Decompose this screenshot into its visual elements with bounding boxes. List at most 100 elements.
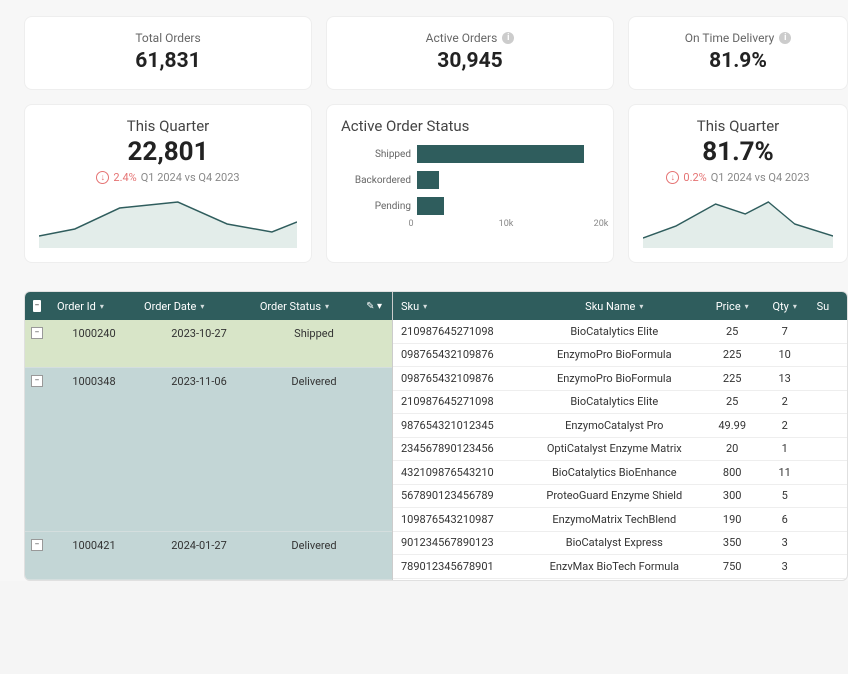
header-price[interactable]: Price▾ [704, 300, 761, 313]
down-arrow-icon: ↓ [666, 171, 679, 184]
sparkline-chart [643, 194, 833, 248]
sku-row[interactable]: 098765432109876 EnzymoPro BioFormula 225… [393, 344, 847, 368]
sku-name-cell: EnzymoCatalyst Pro [525, 419, 704, 432]
sku-row[interactable]: 098765432109876 EnzymoPro BioFormula 225… [393, 367, 847, 391]
bar-fill [417, 145, 584, 163]
sku-name-cell: EnzvMax BioTech Formula [525, 560, 704, 573]
sku-name-cell: EnzymoMatrix TechBlend [525, 513, 704, 526]
sku-row[interactable]: 789012345678901 EnzvMax BioTech Formula … [393, 555, 847, 579]
sku-cell: 789012345678901 [393, 560, 525, 573]
active-order-status-card: Active Order Status Shipped Backordered … [326, 104, 614, 263]
header-order-status[interactable]: Order Status▾ [252, 300, 358, 313]
bar-fill [417, 197, 444, 215]
kpi-label-text: Total Orders [135, 31, 200, 45]
qty-cell: 7 [761, 325, 809, 338]
bar-axis: 010k20k [411, 219, 599, 231]
header-order-date[interactable]: Order Date▾ [136, 300, 252, 313]
axis-tick: 10k [499, 219, 514, 229]
order-id-cell: 1000240 [49, 320, 139, 347]
qty-cell: 2 [761, 419, 809, 432]
order-id-cell: 1000421 [49, 532, 139, 559]
qty-cell: 5 [761, 489, 809, 502]
down-arrow-icon: ↓ [96, 171, 109, 184]
sku-row[interactable]: 901234567890123 BioCatalyst Express 350 … [393, 532, 847, 556]
header-sku-name[interactable]: Sku Name▾ [525, 300, 704, 313]
sku-row[interactable]: 109876543210987 EnzymoMatrix TechBlend 1… [393, 508, 847, 532]
price-cell: 20 [704, 442, 761, 455]
header-order-id[interactable]: Order Id▾ [49, 300, 136, 313]
sku-cell: 210987645271098 [393, 325, 525, 338]
sku-name-cell: BioCatalyst Express [525, 536, 704, 549]
order-id-cell: 1000348 [49, 368, 139, 395]
expand-toggle[interactable]: − [25, 368, 49, 387]
header-checkbox[interactable]: − [25, 300, 49, 312]
quarter-card-right: This Quarter 81.7% ↓ 0.2% Q1 2024 vs Q4 … [628, 104, 848, 263]
order-date-cell: 2023-10-27 [139, 320, 259, 347]
chart-title: This Quarter [643, 117, 833, 135]
sku-row[interactable]: 432109876543210 BioCatalytics BioEnhance… [393, 461, 847, 485]
header-qty[interactable]: Qty▾ [761, 300, 809, 313]
header-edit-icon[interactable]: ✎ ▾ [358, 301, 392, 312]
orders-table: − Order Id▾ Order Date▾ Order Status▾ ✎ … [24, 291, 848, 581]
order-status-cell: Delivered [259, 368, 369, 395]
bar-track [417, 197, 599, 215]
price-cell: 350 [704, 536, 761, 549]
sku-row[interactable]: 210987645271098 BioCatalytics Elite 25 7 [393, 320, 847, 344]
sku-row[interactable]: 234567890123456 OptiCatalyst Enzyme Matr… [393, 438, 847, 462]
sku-row[interactable]: 567890123456789 ProteoGuard Enzyme Shiel… [393, 485, 847, 509]
info-icon[interactable]: i [502, 32, 514, 44]
chart-subtext: ↓ 0.2% Q1 2024 vs Q4 2023 [643, 171, 833, 184]
sku-cell: 234567890123456 [393, 442, 525, 455]
sku-row[interactable]: 987654321012345 EnzymoCatalyst Pro 49.99… [393, 414, 847, 438]
axis-tick: 0 [408, 219, 413, 229]
sku-row[interactable]: 210987645271098 BioCatalytics Elite 25 2 [393, 391, 847, 415]
kpi-value: 61,831 [35, 49, 301, 73]
orders-detail-table: Sku▾ Sku Name▾ Price▾ Qty▾ Su 2109876452… [393, 292, 847, 580]
sku-cell: 567890123456789 [393, 489, 525, 502]
kpi-card-active-orders: Active Orders i 30,945 [326, 16, 614, 90]
sku-name-cell: EnzymoPro BioFormula [525, 372, 704, 385]
bar-label: Backordered [347, 175, 411, 186]
axis-tick: 20k [594, 219, 609, 229]
info-icon[interactable]: i [779, 32, 791, 44]
header-su[interactable]: Su [809, 300, 847, 313]
table-header: Sku▾ Sku Name▾ Price▾ Qty▾ Su [393, 292, 847, 320]
bar-row: Shipped [347, 145, 599, 163]
kpi-value: 81.9% [639, 49, 837, 73]
bar-label: Pending [347, 201, 411, 212]
qty-cell: 11 [761, 466, 809, 479]
bar-fill [417, 171, 439, 189]
bar-chart: Shipped Backordered Pending [341, 145, 599, 215]
kpi-label: Active Orders i [337, 31, 603, 45]
charts-row: This Quarter 22,801 ↓ 2.4% Q1 2024 vs Q4… [24, 104, 848, 263]
bar-row: Pending [347, 197, 599, 215]
price-cell: 49.99 [704, 419, 761, 432]
order-row[interactable]: − 1000421 2024-01-27 Delivered [25, 532, 392, 580]
order-row[interactable]: − 1000240 2023-10-27 Shipped [25, 320, 392, 368]
comparison-text: Q1 2024 vs Q4 2023 [711, 171, 810, 184]
qty-cell: 6 [761, 513, 809, 526]
order-row[interactable]: − 1000348 2023-11-06 Delivered [25, 368, 392, 532]
kpi-label-text: Active Orders [426, 31, 498, 45]
qty-cell: 10 [761, 348, 809, 361]
price-cell: 190 [704, 513, 761, 526]
kpi-label: Total Orders [35, 31, 301, 45]
price-cell: 800 [704, 466, 761, 479]
kpi-row: Total Orders 61,831 Active Orders i 30,9… [24, 16, 848, 90]
expand-toggle[interactable]: − [25, 532, 49, 551]
expand-toggle[interactable]: − [25, 320, 49, 339]
delta-value: 0.2% [683, 171, 706, 184]
quarter-card-left: This Quarter 22,801 ↓ 2.4% Q1 2024 vs Q4… [24, 104, 312, 263]
price-cell: 25 [704, 395, 761, 408]
sku-name-cell: OptiCatalyst Enzyme Matrix [525, 442, 704, 455]
bar-row: Backordered [347, 171, 599, 189]
price-cell: 25 [704, 325, 761, 338]
qty-cell: 3 [761, 560, 809, 573]
header-sku[interactable]: Sku▾ [393, 300, 525, 313]
price-cell: 300 [704, 489, 761, 502]
price-cell: 225 [704, 348, 761, 361]
delta-value: 2.4% [113, 171, 136, 184]
chart-subtext: ↓ 2.4% Q1 2024 vs Q4 2023 [39, 171, 297, 184]
dashboard: Total Orders 61,831 Active Orders i 30,9… [0, 0, 848, 581]
chart-title: This Quarter [39, 117, 297, 135]
